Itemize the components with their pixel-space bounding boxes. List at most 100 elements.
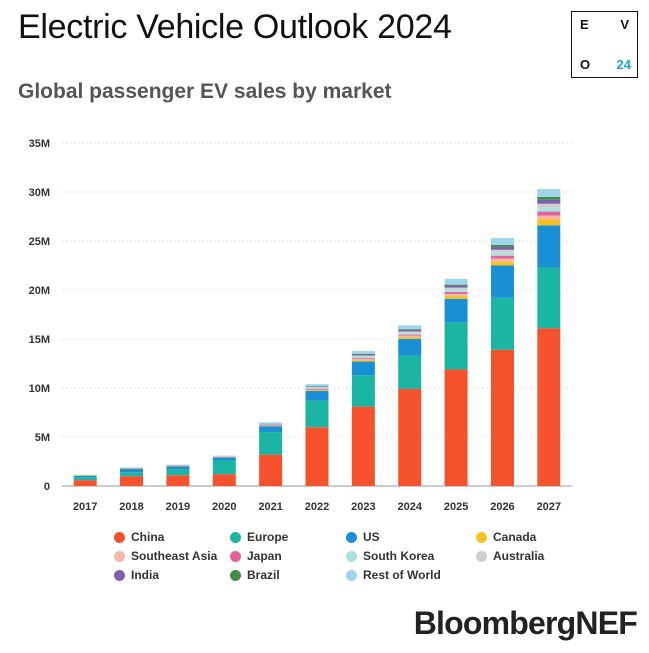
bar-segment-europe (490, 297, 514, 350)
x-tick-label: 2026 (490, 501, 514, 513)
legend-label: Rest of World (363, 568, 441, 582)
bar-segment-south-korea (444, 289, 468, 292)
bar-segment-rest-of-world (212, 455, 236, 457)
bar-segment-australia (351, 355, 375, 357)
bar-segment-canada (351, 360, 375, 362)
logo-year: 24 (616, 57, 631, 72)
chart-subtitle: Global passenger EV sales by market (18, 80, 392, 103)
bar-segment-canada (166, 465, 190, 467)
legend-swatch (230, 569, 241, 581)
bar-segment-southeast-asia (490, 258, 514, 262)
bar-segment-brazil (490, 244, 514, 247)
bar-segment-us (537, 225, 561, 268)
bar-segment-rest-of-world (398, 325, 422, 330)
bar-segment-india (490, 246, 514, 250)
logo-letter-v: V (620, 17, 629, 32)
bar-segment-southeast-asia (444, 293, 468, 296)
bar-segment-china (351, 406, 375, 486)
y-tick-label: 10M (29, 383, 50, 395)
bar-segment-japan (259, 425, 283, 426)
bar-segment-us (398, 339, 422, 356)
legend-swatch (114, 569, 125, 581)
bar-segment-india (537, 199, 561, 204)
bar-segment-australia (490, 249, 514, 253)
bar-segment-south-korea (305, 387, 329, 389)
bar-segment-europe (259, 432, 283, 455)
legend-item-southeast-asia: Southeast Asia (114, 548, 230, 564)
bar-segment-brazil (398, 329, 422, 330)
legend-swatch (230, 531, 241, 543)
legend-label: Japan (247, 549, 282, 563)
legend-label: Europe (247, 530, 289, 544)
legend-swatch (476, 550, 487, 562)
bar-segment-europe (537, 267, 561, 329)
legend-swatch (346, 531, 357, 543)
legend-item-brazil: Brazil (230, 567, 346, 583)
bar-segment-us (166, 466, 190, 470)
legend-label: India (131, 568, 160, 582)
bar-segment-japan (212, 456, 236, 458)
x-tick-label: 2017 (73, 501, 97, 513)
x-tick-label: 2023 (351, 501, 375, 513)
bar-segment-rest-of-world (537, 189, 561, 197)
legend-swatch (346, 569, 357, 581)
y-tick-label: 20M (29, 285, 50, 297)
bar-segment-us (259, 426, 283, 433)
x-axis-ticks: 2017 2018 2019 2020 2021 2022 2023 2024 2025 2026… (73, 501, 561, 513)
evo-logo: E V O 24 (571, 11, 638, 78)
bar-segment-brazil (537, 196, 561, 200)
bar-segment-brazil (444, 284, 468, 286)
bar-segment-southeast-asia (537, 215, 561, 220)
x-tick-label: 2018 (119, 501, 143, 513)
legend-item-rest-of-world: Rest of World (346, 567, 476, 583)
bar-segment-brazil (351, 353, 375, 355)
bar-segment-china (120, 476, 144, 486)
bar-segment-south-korea (259, 424, 283, 426)
legend-label: US (363, 530, 380, 544)
bar-segment-rest-of-world (73, 474, 97, 476)
legend-swatch (114, 531, 125, 543)
bar-segment-europe (398, 355, 422, 389)
y-tick-label: 15M (29, 334, 50, 346)
bar-segment-southeast-asia (305, 389, 329, 391)
bar-segment-us (212, 457, 236, 461)
y-tick-label: 30M (29, 187, 50, 199)
bar-segment-europe (120, 472, 144, 477)
bar-segment-australia (537, 203, 561, 208)
legend-item-india: India (114, 567, 230, 583)
bar-segment-us (73, 475, 97, 478)
bar-segment-japan (537, 211, 561, 216)
bar-segment-china (166, 475, 190, 486)
bar-segment-europe (305, 400, 329, 428)
bar-segment-rest-of-world (305, 384, 329, 387)
bar-segment-rest-of-world (120, 467, 144, 468)
legend-item-us: US (346, 529, 476, 545)
bar-segment-canada (305, 389, 329, 391)
bar-segment-us (305, 390, 329, 401)
x-tick-label: 2024 (397, 501, 422, 513)
bar-segment-rest-of-world (166, 464, 190, 466)
bar-segment-europe (351, 375, 375, 407)
x-tick-label: 2025 (444, 501, 468, 513)
bar-segment-rest-of-world (259, 422, 283, 424)
logo-letter-e: E (580, 17, 589, 32)
bar-segment-south-korea (120, 467, 144, 469)
x-tick-label: 2020 (212, 501, 236, 513)
bar-segment-japan (398, 334, 422, 336)
bar-segment-rest-of-world (490, 238, 514, 245)
bar-segment-south-korea (537, 207, 561, 212)
bar-segment-japan (305, 388, 329, 390)
bar-segment-china (73, 480, 97, 486)
legend-item-canada: Canada (476, 529, 596, 545)
bars (73, 189, 561, 486)
bar-segment-india (259, 423, 283, 425)
bar-segment-india (398, 329, 422, 332)
legend-item-australia: Australia (476, 548, 596, 564)
legend-swatch (114, 550, 125, 562)
bar-segment-canada (73, 475, 97, 477)
bar-segment-india (351, 354, 375, 356)
legend-label: South Korea (363, 549, 435, 563)
bar-segment-south-korea (490, 252, 514, 256)
bar-segment-china (537, 328, 561, 486)
bar-segment-europe (444, 322, 468, 370)
